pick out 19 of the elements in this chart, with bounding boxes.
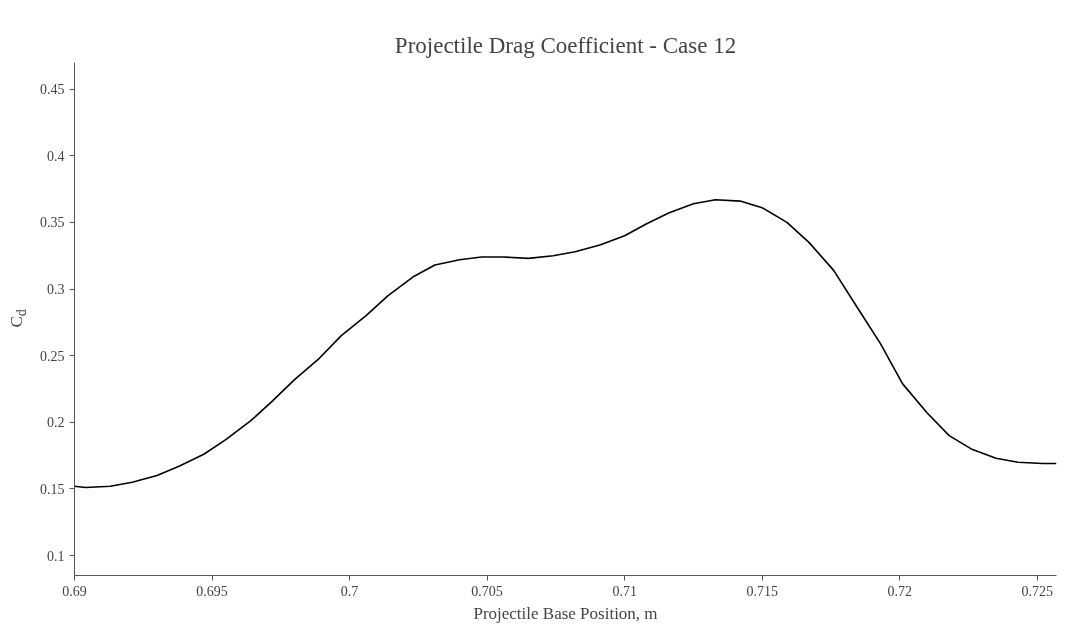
x-tick-label: 0.725 (1021, 583, 1053, 599)
line-series (74, 198, 1057, 489)
x-tick-label: 0.695 (196, 583, 228, 599)
x-tick-label: 0.715 (746, 583, 778, 599)
x-tick-label: 0.705 (471, 583, 503, 599)
y-tick-label: 0.15 (40, 481, 65, 497)
x-tick-label: 0.71 (612, 583, 637, 599)
x-tick-label: 0.7 (340, 583, 359, 599)
y-tick-label: 0.1 (47, 548, 65, 564)
x-tick-label: 0.72 (887, 583, 912, 599)
y-tick-label: 0.4 (47, 148, 65, 164)
y-tick-label: 0.45 (40, 82, 65, 98)
y-tick-label: 0.35 (40, 215, 65, 231)
y-tick-label: 0.3 (47, 282, 65, 298)
y-tick-label: 0.25 (40, 348, 65, 364)
x-tick-label: 0.69 (62, 583, 87, 599)
y-tick-label: 0.2 (47, 415, 65, 431)
chart-title: Projectile Drag Coefficient - Case 12 (394, 32, 737, 58)
x-axis-title: Projectile Base Position, m (473, 603, 658, 623)
